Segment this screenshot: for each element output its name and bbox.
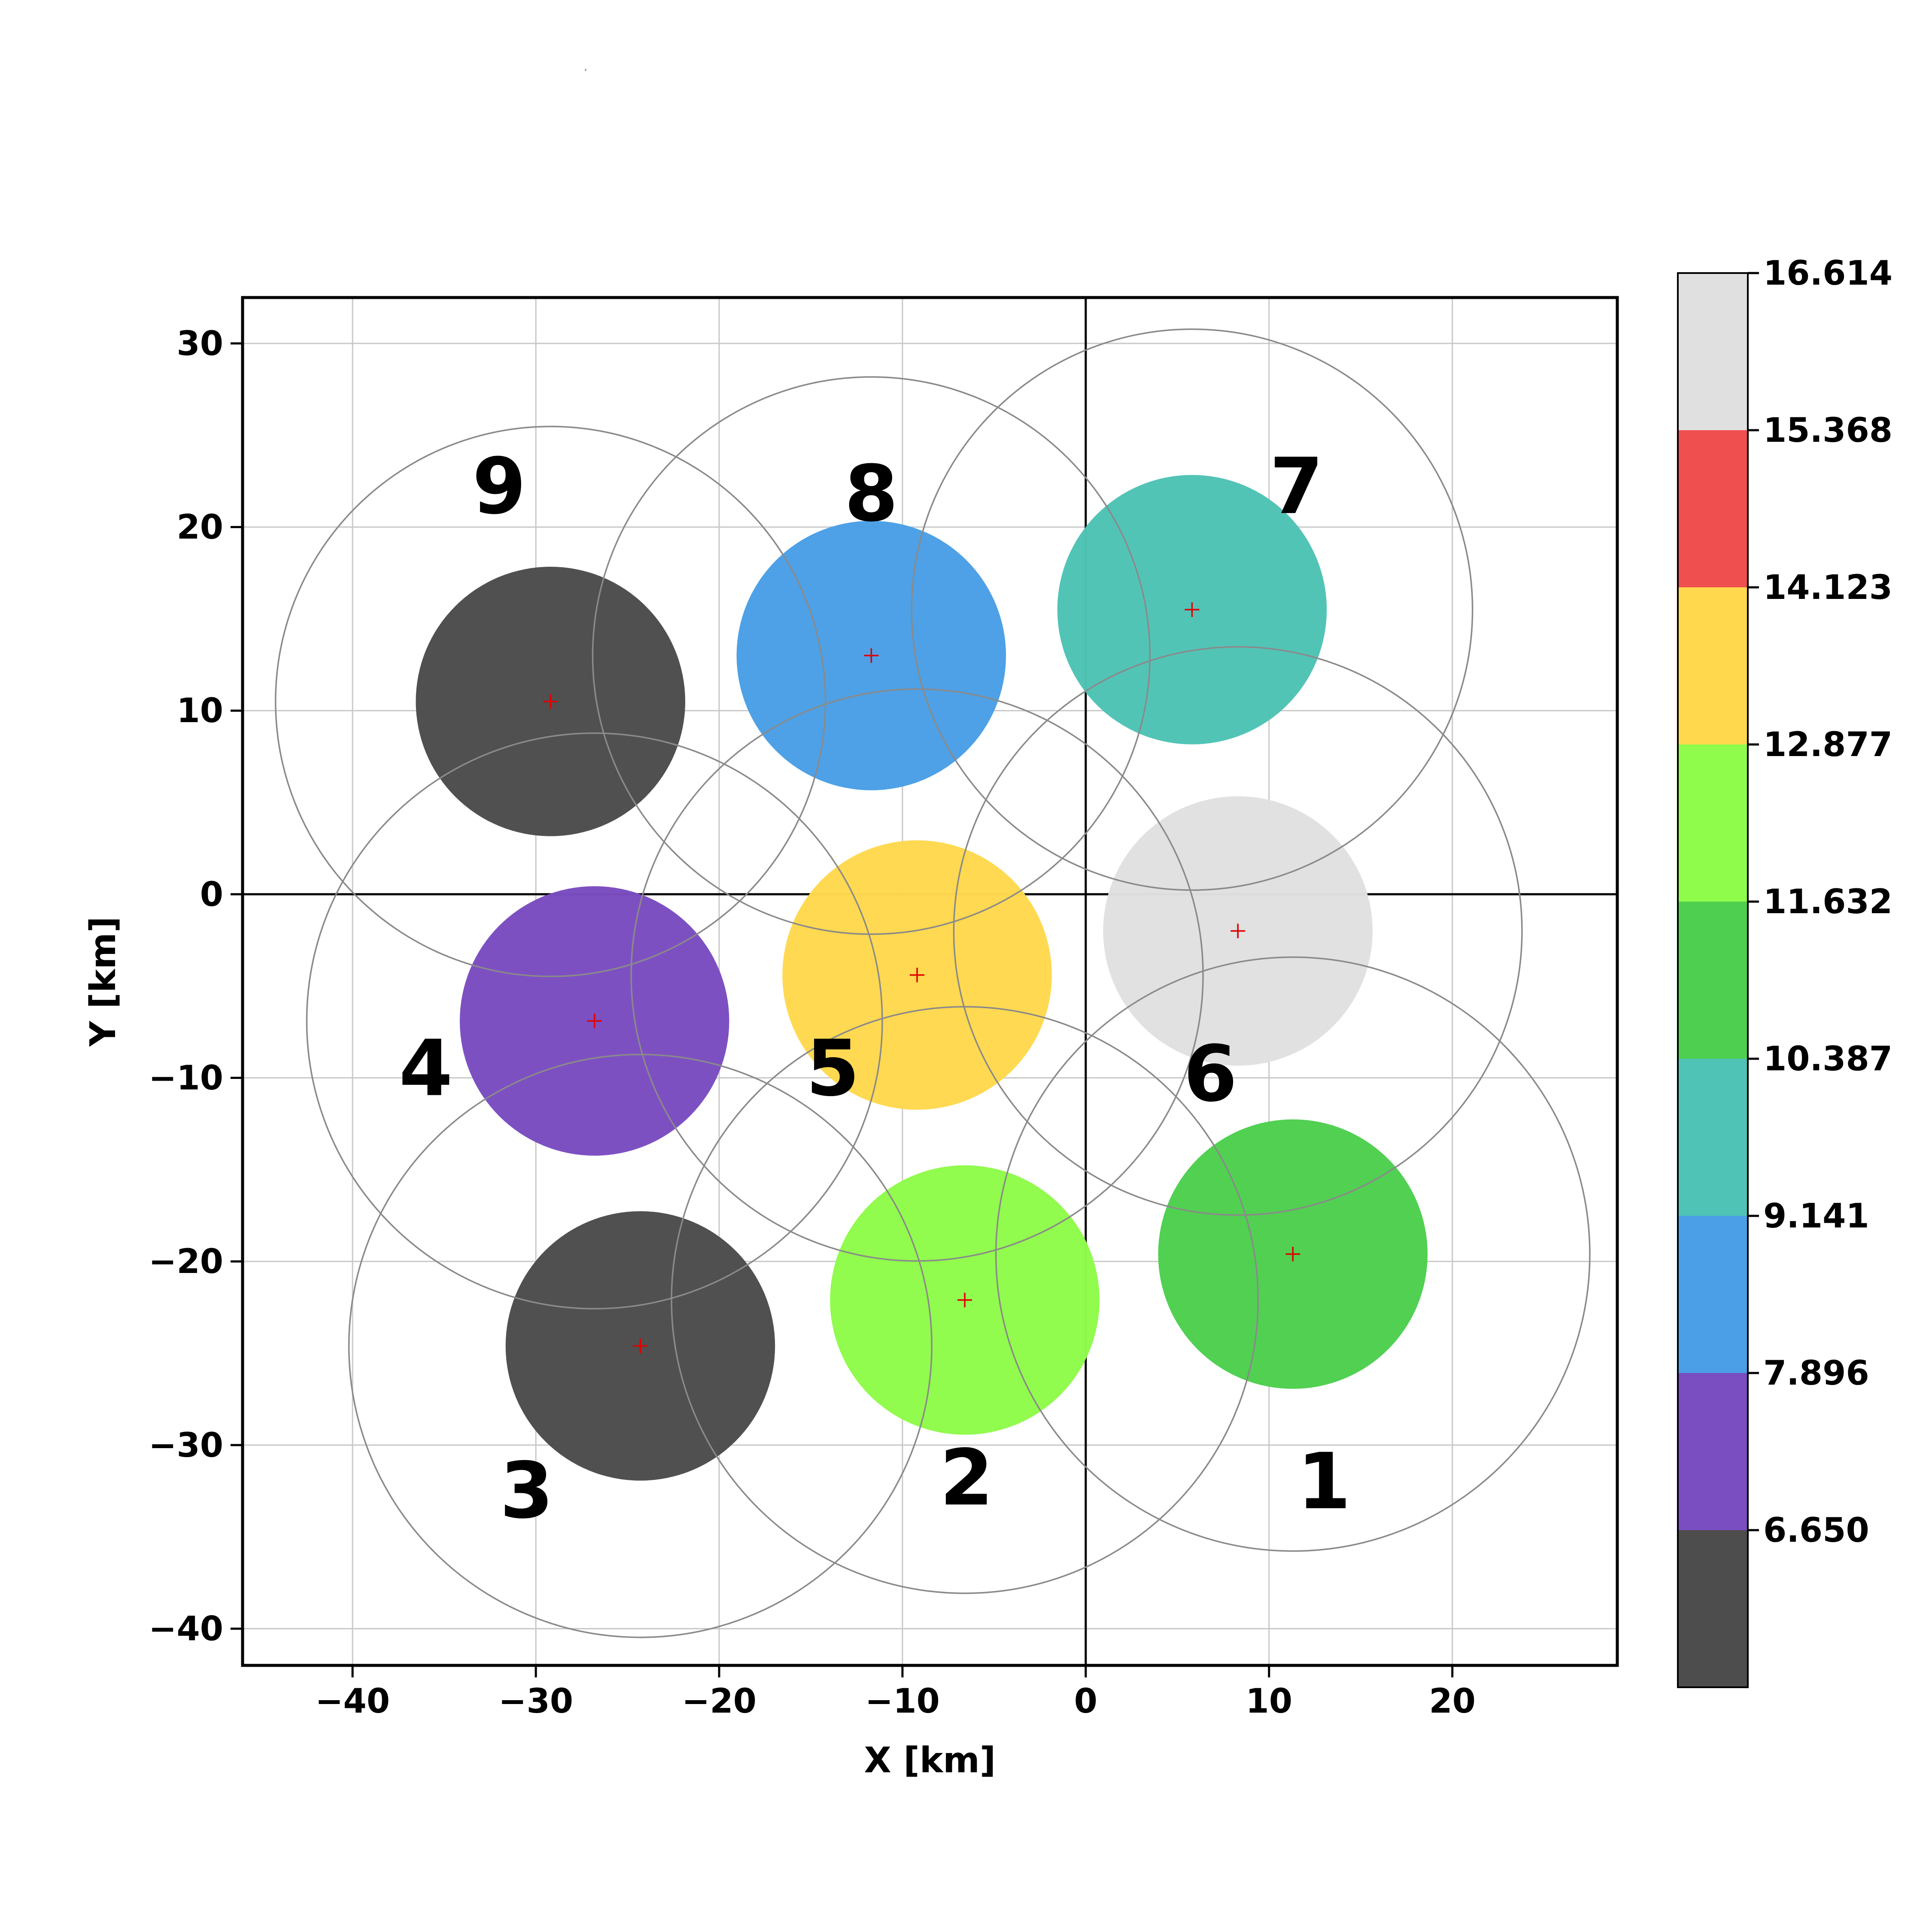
zone-3-center-marker — [633, 1338, 648, 1353]
y-tick-label: −30 — [149, 1426, 223, 1465]
y-tick-label: −20 — [149, 1242, 223, 1281]
colorbar-tick-label: 7.896 — [1763, 1354, 1869, 1393]
colorbar-tick-label: 16.614 — [1763, 254, 1893, 293]
colorbar-band — [1678, 1530, 1748, 1688]
plot-frame — [241, 296, 1619, 1667]
zone-5-center-marker — [910, 968, 925, 983]
zone-2-label: 2 — [940, 1433, 993, 1523]
x-tick-label: −10 — [865, 1682, 940, 1721]
axis-ticks: −40 −30 −20 −10 0 10 20 −40 −30 −20 −10 0 10 20 30 — [149, 325, 1476, 1721]
zone-1-label: 1 — [1297, 1437, 1351, 1527]
zones: 1 2 3 4 5 6 7 8 9 — [275, 328, 1591, 1638]
y-tick-label: 30 — [176, 325, 223, 363]
zone-9-label: 9 — [472, 442, 526, 532]
zone-8-label: 8 — [844, 449, 898, 539]
zone-4-center-marker — [587, 1013, 602, 1028]
colorbar-band — [1678, 1373, 1748, 1531]
colorbar-tick-label: 14.123 — [1763, 568, 1893, 607]
zone-1-center-marker — [1285, 1247, 1300, 1262]
colorbar-band — [1678, 273, 1748, 431]
zone-5-label: 5 — [806, 1024, 860, 1114]
zone-7-label: 7 — [1270, 442, 1323, 532]
x-tick-label: 0 — [1074, 1682, 1097, 1721]
zone-3-range-circle — [348, 1054, 933, 1638]
y-tick-label: 0 — [200, 875, 223, 914]
y-axis-label: Y [km] — [83, 917, 124, 1047]
zone-1-range-circle — [995, 956, 1591, 1552]
colorbar-band — [1678, 902, 1748, 1059]
zone-7-range-circle — [911, 328, 1473, 891]
colorbar-tick-label: 11.632 — [1763, 883, 1893, 921]
zone-9-range-circle — [275, 425, 826, 977]
colorbar-band — [1678, 744, 1748, 902]
zone-2-center-marker — [957, 1292, 972, 1307]
zone-9-center-marker — [543, 694, 558, 709]
colorbar-tick-label: 15.368 — [1763, 411, 1893, 450]
zone-6-center-marker — [1230, 923, 1245, 939]
x-tick-label: 20 — [1429, 1682, 1476, 1721]
colorbar-frame — [1677, 272, 1749, 1688]
x-tick-label: 10 — [1246, 1682, 1293, 1721]
colorbar: 16.614 15.368 14.123 12.877 11.632 10.387 9.14… — [1677, 254, 1893, 1688]
zone-7-center-marker — [1185, 602, 1200, 617]
zone-6-range-circle — [953, 646, 1523, 1216]
colorbar-tick-label: 9.141 — [1763, 1197, 1869, 1236]
x-tick-label: −30 — [498, 1682, 573, 1721]
y-tick-label: 10 — [176, 692, 223, 730]
zone-5-range-circle — [630, 688, 1204, 1262]
colorbar-tick-label: 6.650 — [1763, 1511, 1869, 1550]
y-tick-label: −10 — [149, 1059, 223, 1098]
x-tick-label: −20 — [682, 1682, 756, 1721]
zone-4-range-circle — [306, 732, 883, 1309]
y-tick-label: −40 — [149, 1610, 223, 1648]
colorbar-tick-label: 12.877 — [1763, 726, 1893, 764]
zone-6-label: 6 — [1184, 1029, 1237, 1119]
colorbar-band — [1678, 587, 1748, 745]
x-tick-label: −40 — [315, 1682, 390, 1721]
corner-note: s — [585, 68, 586, 72]
zone-3-label: 3 — [500, 1446, 553, 1536]
colorbar-band — [1678, 1059, 1748, 1216]
colorbar-band — [1678, 1216, 1748, 1373]
y-tick-label: 20 — [176, 508, 223, 547]
zone-4-label: 4 — [399, 1024, 453, 1114]
x-axis-label: X [km] — [864, 1740, 996, 1781]
colorbar-band — [1678, 430, 1748, 588]
zone-8-range-circle — [592, 376, 1151, 935]
colorbar-tick-label: 10.387 — [1763, 1040, 1893, 1078]
zone-8-center-marker — [864, 648, 879, 663]
